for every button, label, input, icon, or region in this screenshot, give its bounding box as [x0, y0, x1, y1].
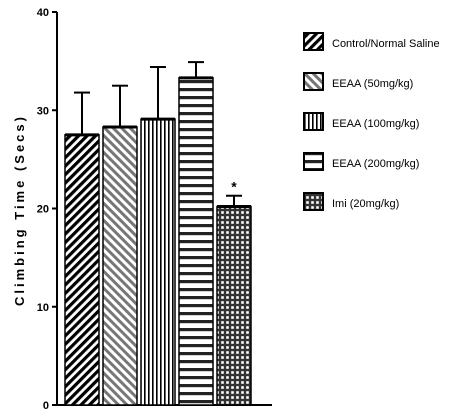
bar: [140, 118, 176, 406]
significance-annotation: *: [231, 179, 237, 195]
y-tick-label: 0: [43, 400, 49, 412]
bars: *: [64, 61, 252, 406]
legend-label: EEAA (50mg/kg): [332, 78, 413, 90]
legend-label: Control/Normal Saline: [332, 38, 440, 50]
legend-swatch: [303, 152, 324, 171]
y-axis-label: Climbing Time (Secs): [12, 114, 27, 306]
legend-swatch: [303, 192, 324, 211]
bar: [102, 126, 138, 406]
bar: [64, 134, 100, 406]
legend-label: Imi (20mg/kg): [332, 198, 399, 210]
legend-swatch: [303, 32, 324, 51]
y-tick-label: 20: [37, 204, 49, 216]
legend-swatch: [303, 72, 324, 91]
bar: [216, 205, 252, 406]
y-tick-label: 10: [37, 302, 49, 314]
legend: Control/Normal Saline EEAA (50mg/kg) EEAA …: [303, 32, 440, 211]
bar: [178, 77, 214, 406]
legend-label: EEAA (200mg/kg): [332, 158, 419, 170]
legend-label: EEAA (100mg/kg): [332, 118, 419, 130]
y-tick-label: 30: [37, 105, 49, 117]
legend-swatch: [303, 112, 324, 131]
y-tick-label: 40: [37, 7, 49, 19]
